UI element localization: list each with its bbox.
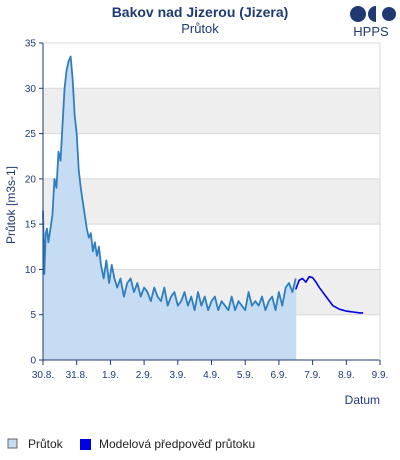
legend-label-observed: Průtok: [28, 437, 64, 451]
x-tick-label: 8.9.: [338, 370, 355, 381]
x-tick-labels: 30.8. 31.8. 1.9. 2.9. 3.9. 4.9. 5.9. 6.9. 7.9. 8.…: [32, 370, 388, 381]
y-tick-label: 20: [25, 174, 37, 185]
x-tick-label: 3.9.: [169, 370, 186, 381]
x-tick-label: 31.8.: [66, 370, 88, 381]
series-observed-line: [42, 55, 297, 312]
x-axis-label: Datum: [345, 393, 380, 407]
y-tick-label: 25: [25, 129, 37, 140]
plot-bands: [43, 88, 380, 315]
y-tick-label: 35: [25, 39, 37, 50]
plot-band: [43, 88, 380, 134]
legend-item-observed[interactable]: Průtok: [7, 437, 64, 451]
legend[interactable]: Průtok Modelová předpověď průtoku: [7, 437, 255, 451]
y-tick-label: 30: [25, 84, 37, 95]
x-tick-label: 1.9.: [102, 370, 119, 381]
y-tick-label: 0: [30, 356, 36, 367]
series-layer: [42, 54, 364, 361]
legend-swatch-observed: [7, 438, 18, 449]
y-tick-labels: 0 5 10 15 20 25 30 35: [25, 39, 37, 367]
x-tick-label: 4.9.: [203, 370, 220, 381]
hpps-logo: HPPS: [350, 6, 396, 39]
logo-halfdot-icon: [368, 6, 376, 22]
chart-subtitle: Průtok: [181, 21, 219, 36]
axes: [39, 42, 381, 365]
x-tick-label: 30.8.: [32, 370, 54, 381]
x-tick-label: 2.9.: [136, 370, 153, 381]
x-tick-label: 7.9.: [304, 370, 321, 381]
logo-dot-icon: [350, 6, 366, 22]
x-tick-label: 9.9.: [372, 370, 389, 381]
y-tick-label: 15: [25, 220, 37, 231]
y-tick-label: 5: [30, 310, 36, 321]
x-tick-label: 6.9.: [271, 370, 288, 381]
x-tick-label: 5.9.: [237, 370, 254, 381]
legend-label-forecast: Modelová předpověď průtoku: [99, 437, 255, 451]
y-axis-label: Průtok [m3s-1]: [4, 166, 18, 244]
series-forecast-line: [295, 275, 364, 314]
logo-dot-icon: [382, 7, 396, 21]
chart-title: Bakov nad Jizerou (Jizera): [112, 4, 289, 20]
legend-item-forecast[interactable]: Modelová předpověď průtoku: [80, 437, 255, 451]
legend-swatch-forecast: [80, 439, 91, 450]
plot-band: [43, 178, 380, 225]
y-tick-label: 10: [25, 265, 37, 276]
brand-name: HPPS: [353, 24, 389, 39]
